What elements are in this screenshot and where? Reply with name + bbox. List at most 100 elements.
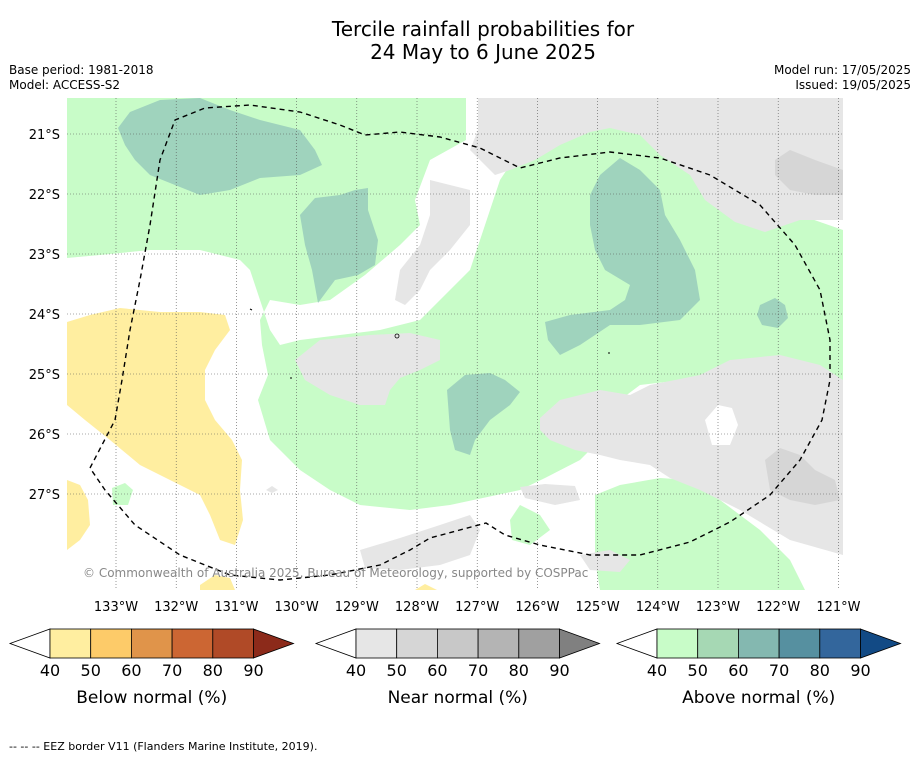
colorbar-segment [738,628,780,659]
colorbar-tick-label: 60 [728,661,748,680]
longitude-label: 129°W [335,600,379,615]
longitude-label: 121°W [816,600,860,615]
latitude-label: 22°S [29,188,60,203]
longitude-label: 127°W [455,600,499,615]
latitude-label: 25°S [29,368,60,383]
colorbar-tick-label: 40 [40,661,60,680]
longitude-label: 123°W [696,600,740,615]
colorbar-segment [130,628,173,659]
above-normal-60-region [118,98,322,195]
longitude-labels: 133°W 132°W 131°W 130°W 129°W 128°W 127°W 126°W… [94,600,861,615]
above-normal-region [595,478,805,590]
colorbar-segment [90,628,132,659]
island-marker [249,308,253,311]
copyright-text: © Commonwealth of Australia 2025, Bureau… [83,566,588,580]
issued-date: Issued: 19/05/2025 [795,78,911,92]
near-normal-region [520,484,580,505]
colorbar-tick-label: 90 [850,661,870,680]
longitude-label: 128°W [395,600,439,615]
latitude-label: 23°S [29,248,60,263]
colorbar-label: Below normal (%) [76,688,227,708]
longitude-label: 124°W [636,600,680,615]
colorbar-tick-label: 40 [346,661,366,680]
title-line-1: Tercile rainfall probabilities for [331,17,635,41]
map-regions [67,98,843,590]
colorbar-segment [171,628,214,659]
longitude-label: 132°W [154,600,198,615]
gridlines [67,98,843,590]
colorbar-segment [819,628,861,659]
above-normal-region [112,483,133,505]
colorbar-label: Above normal (%) [682,688,835,708]
model-name: Model: ACCESS-S2 [9,78,121,92]
longitude-label: 131°W [214,600,258,615]
near-normal-region [295,333,440,405]
colorbar: 40 50 60 70 80 90 Near normal (%) [314,628,601,708]
island-marker [394,333,400,339]
longitude-label: 126°W [515,600,559,615]
colorbar-segment [656,628,699,659]
colorbar-tick-label: 70 [468,661,488,680]
colorbar-segment [436,628,479,659]
colorbar-extend-high [559,628,601,659]
near-normal-region [775,150,843,195]
above-normal-60-region [300,188,378,303]
latitude-label: 26°S [29,428,60,443]
longitude-label: 133°W [94,600,138,615]
colorbar-segment [396,628,438,659]
base-period: Base period: 1981-2018 [9,63,154,77]
colorbar-tick-label: 40 [647,661,667,680]
colorbar-segment [477,628,520,659]
meta-left: Base period: 1981-2018 Model: ACCESS-S2 [9,63,154,93]
colorbar: 40 50 60 70 80 90 Above normal (%) [615,628,902,708]
colorbar-segment [778,628,821,659]
longitude-label: 125°W [576,600,620,615]
colorbar-tick-label: 90 [549,661,569,680]
eez-footnote: -- -- -- EEZ border V11 (Flanders Marine… [9,740,318,753]
colorbar-segment [355,628,398,659]
near-normal-region [540,355,843,555]
colorbar-tick-label: 70 [769,661,789,680]
near-normal-region [360,515,480,570]
below-normal-region [415,584,437,590]
colorbar-tick-label: 80 [203,661,223,680]
colorbar-tick-label: 70 [162,661,182,680]
longitude-label: 122°W [756,600,800,615]
colorbar-tick-label: 80 [810,661,830,680]
colorbar-segment [518,628,560,659]
latitude-label: 27°S [29,488,60,503]
colorbar-extend-low [314,628,357,659]
latitude-labels: 21°S 22°S 23°S 24°S 25°S 26°S 27°S [29,128,60,503]
above-normal-60-region [757,298,788,328]
below-normal-region [67,480,90,550]
colorbar-extend-high [253,628,295,659]
colorbar-segment [212,628,254,659]
colorbars: 40 50 60 70 80 90 Below normal (%) 40 50 60 70 80 90… [8,628,902,708]
near-normal-region [395,98,843,305]
colorbar-tick-label: 90 [243,661,263,680]
colorbar-tick-label: 50 [81,661,101,680]
colorbar-segment [697,628,739,659]
colorbar-extend-low [8,628,51,659]
below-normal-region [200,575,235,590]
title-line-2: 24 May to 6 June 2025 [370,40,596,64]
colorbar-tick-label: 80 [509,661,529,680]
near-normal-region [266,486,278,493]
map-title: Tercile rainfall probabilities for 24 Ma… [0,18,919,64]
longitude-label: 130°W [275,600,319,615]
colorbar-label: Near normal (%) [388,688,528,708]
colorbar-tick-label: 50 [387,661,407,680]
above-normal-60-region [545,158,700,355]
colorbar-tick-label: 60 [427,661,447,680]
colorbar-extend-low [615,628,658,659]
colorbar-segment [49,628,92,659]
colorbar: 40 50 60 70 80 90 Below normal (%) [8,628,295,708]
eez-border [89,104,831,581]
latitude-label: 24°S [29,308,60,323]
below-normal-region [67,308,243,545]
model-run: Model run: 17/05/2025 [773,63,911,77]
above-normal-region [510,505,550,545]
colorbar-extend-high [860,628,902,659]
near-normal-region [765,448,840,505]
